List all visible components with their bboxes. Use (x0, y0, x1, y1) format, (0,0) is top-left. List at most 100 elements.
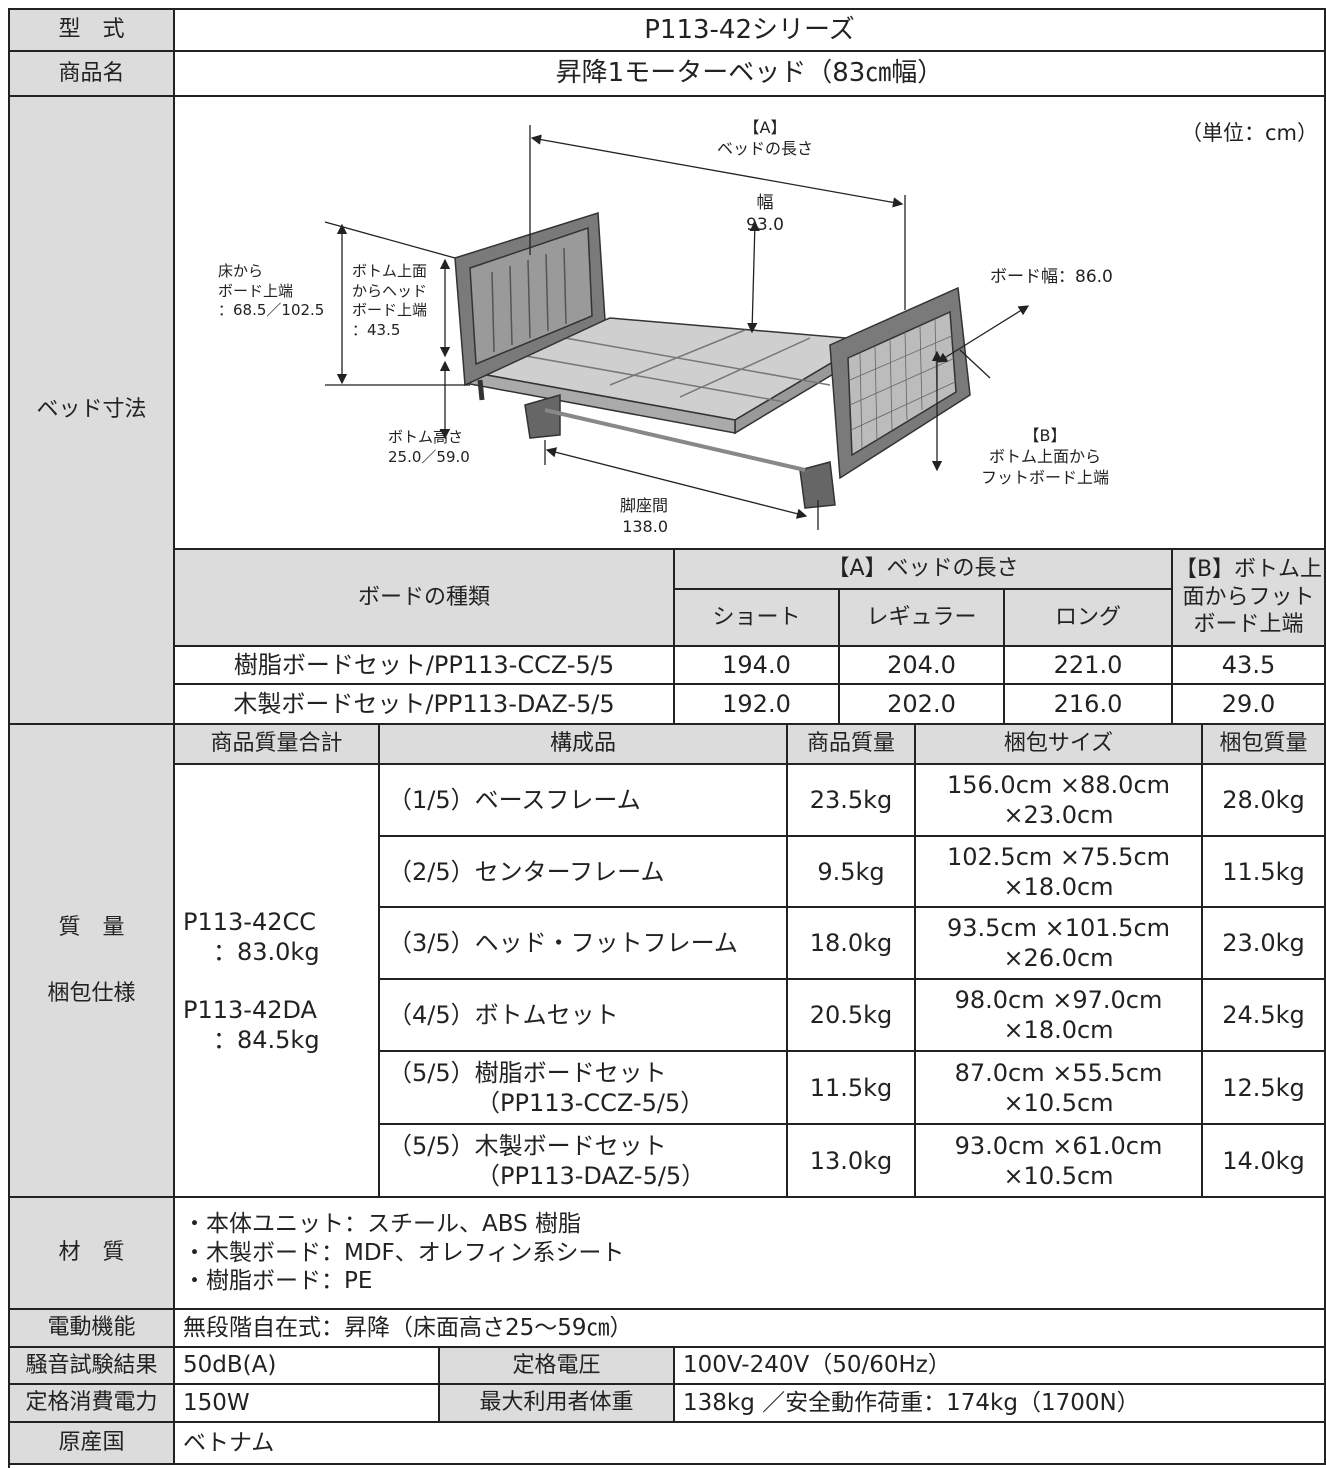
row-label-text: 材 質 (58, 1240, 125, 1266)
package-size-text: ×23.0cm (1003, 801, 1114, 829)
row-label: 商品名 (10, 52, 175, 97)
table-cell-text: 192.0 (722, 690, 791, 718)
package-size-text: 93.0cm ×61.0cm (954, 1131, 1163, 1160)
table-cell: 木製ボードセット/PP113-DAZ-5/5 (175, 685, 675, 725)
component-weight: 13.0kg (788, 1125, 916, 1198)
component-text: （5/5）木製ボードセット (388, 1131, 667, 1160)
annotation-line: 93.0 (746, 215, 784, 236)
annotation: ボトム高さ 25.0／59.0 (388, 428, 470, 467)
table-header: 梱包質量 (1203, 725, 1326, 765)
component-text: （1/5）ベースフレーム (388, 786, 641, 814)
top-border (8, 8, 1326, 10)
table-header-text: 梱包サイズ (1003, 731, 1114, 757)
spec-value-text: 150W (183, 1389, 250, 1416)
table-cell-text: 43.5 (1221, 651, 1276, 679)
annotation: 幅 93.0 (746, 192, 784, 236)
package-size-text: ×26.0cm (1003, 944, 1114, 972)
component-weight: 23.5kg (788, 765, 916, 837)
table-cell-text: 216.0 (1053, 690, 1123, 718)
row-label: 材 質 (10, 1198, 175, 1310)
table-header-text: ボード上端 (1193, 612, 1304, 638)
table-cell: 29.0 (1173, 685, 1326, 725)
package-size-text: ×10.5cm (1003, 1161, 1114, 1190)
total-entry: P113-42CC ：83.0kg (183, 907, 320, 967)
spec-label: 最大利用者体重 (440, 1385, 675, 1423)
annotation: 脚座間 138.0 (620, 496, 668, 538)
package-size-text: 98.0cm ×97.0cm (954, 986, 1163, 1014)
component-text: （2/5）センターフレーム (388, 857, 665, 886)
left-border (8, 8, 10, 1468)
table-header: レギュラー (840, 590, 1005, 647)
annotation-line: フットボード上端 (980, 467, 1110, 487)
table-header: 商品質量 (788, 725, 916, 765)
row-label: 電動機能 (10, 1310, 175, 1348)
table-header: 【B】ボトム上 面からフット ボード上端 (1173, 550, 1326, 647)
annotation: 【B】 ボトム上面から フットボード上端 (981, 426, 1109, 488)
table-header: 商品質量合計 (175, 725, 380, 765)
package-weight-text: 28.0kg (1222, 786, 1305, 814)
table-header-text: 商品質量 (806, 731, 895, 757)
table-header-text: ロング (1054, 604, 1121, 630)
package-weight: 24.5kg (1203, 980, 1326, 1052)
package-weight: 28.0kg (1203, 765, 1326, 837)
row-label: 騒音試験結果 (10, 1348, 175, 1385)
package-size: 102.5cm ×75.5cm ×18.0cm (916, 837, 1203, 908)
component-weight-text: 13.0kg (809, 1146, 893, 1175)
row-label-text: 商品名 (58, 60, 125, 86)
row-label: 質 量梱包仕様 (10, 725, 175, 1198)
spec-value: 50dB(A) (175, 1348, 440, 1385)
package-size-text: 93.5cm ×101.5cm (946, 914, 1171, 942)
total-model: P113-42DA (183, 995, 317, 1024)
row-label-text: 定格消費電力 (25, 1390, 158, 1416)
table-header: 梱包サイズ (916, 725, 1203, 765)
table-cell-text: 樹脂ボードセット/PP113-CCZ-5/5 (233, 651, 615, 679)
annotation-line: ：43.5 (352, 320, 401, 339)
total-weight: P113-42CC ：83.0kg P113-42DA ：84.5kg (175, 765, 380, 1198)
component: （5/5）樹脂ボードセット （PP113-CCZ-5/5） (380, 1052, 788, 1125)
annotation-line: 【B】 (1023, 426, 1067, 445)
origin: ベトナム (175, 1423, 1326, 1465)
annotation: （単位：cm） (1181, 120, 1318, 147)
package-weight: 12.5kg (1203, 1052, 1326, 1125)
row-label-text: 原産国 (58, 1430, 125, 1456)
spec-label-text: 定格電圧 (512, 1352, 601, 1378)
total-entry: P113-42DA ：84.5kg (183, 995, 320, 1055)
annotation-line: ボード上端 (352, 301, 428, 319)
annotation-line: 138.0 (622, 516, 668, 536)
row-label-text: 電動機能 (47, 1315, 136, 1341)
annotation-line: からヘッド (352, 281, 428, 300)
table-header-text: 【B】ボトム上 (1174, 557, 1323, 583)
annotation-line: 幅 (756, 193, 774, 213)
component-text: （5/5）樹脂ボードセット (388, 1058, 667, 1087)
table-header-text: ショート (712, 604, 801, 630)
component-weight: 11.5kg (788, 1052, 916, 1125)
material-text: ・樹脂ボード：PE (183, 1268, 373, 1295)
component: （3/5）ヘッド・フットフレーム (380, 908, 788, 980)
row-label: 定格消費電力 (10, 1385, 175, 1423)
package-weight: 11.5kg (1203, 837, 1326, 908)
table-header: ボードの種類 (175, 550, 675, 647)
annotation-line: ボトム上面 (352, 262, 428, 280)
component-weight: 9.5kg (788, 837, 916, 908)
package-size: 87.0cm ×55.5cm ×10.5cm (916, 1052, 1203, 1125)
table-cell-text: 202.0 (887, 690, 956, 718)
power-function-text: 無段階自在式：昇降（床面高さ25〜59㎝） (183, 1314, 633, 1341)
package-size-text: ×18.0cm (1003, 1016, 1114, 1044)
component-text: （PP113-CCZ-5/5） (476, 1088, 705, 1117)
component-weight-text: 9.5kg (817, 857, 885, 886)
row-label-text: 騒音試験結果 (25, 1352, 158, 1378)
table-header: 【A】ベッドの長さ (675, 550, 1173, 590)
table-cell: 202.0 (840, 685, 1005, 725)
component: （5/5）木製ボードセット （PP113-DAZ-5/5） (380, 1125, 788, 1198)
component-text: （3/5）ヘッド・フットフレーム (388, 929, 738, 957)
material-text: ・木製ボード：MDF、オレフィン系シート (183, 1239, 625, 1266)
annotation: ボトム上面 からヘッド ボード上端 ：43.5 (352, 262, 427, 340)
table-cell-text: 204.0 (887, 651, 956, 679)
table-cell-text: 221.0 (1053, 651, 1123, 679)
annotation-line: 脚座間 (619, 496, 668, 515)
component-text: （4/5）ボトムセット (388, 1001, 619, 1029)
package-weight-text: 11.5kg (1222, 857, 1305, 886)
row-label: 型 式 (10, 10, 175, 52)
table-cell: 221.0 (1005, 647, 1173, 685)
annotation-line: ボード上端 (218, 281, 294, 300)
